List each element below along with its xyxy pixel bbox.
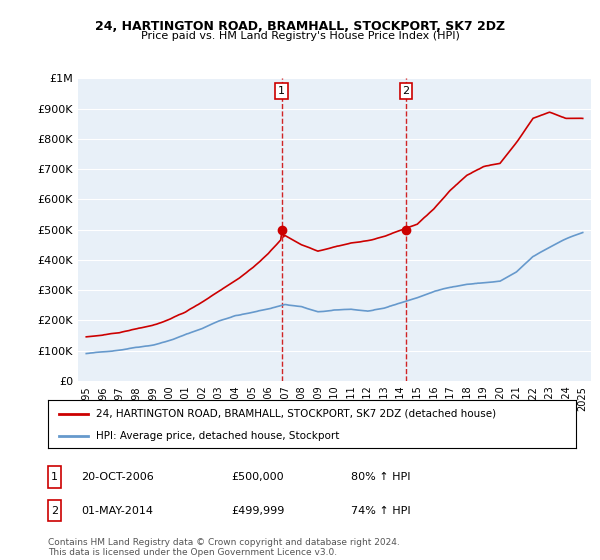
Text: 74% ↑ HPI: 74% ↑ HPI — [351, 506, 410, 516]
Text: Contains HM Land Registry data © Crown copyright and database right 2024.
This d: Contains HM Land Registry data © Crown c… — [48, 538, 400, 557]
Text: 20-OCT-2006: 20-OCT-2006 — [81, 472, 154, 482]
Text: Price paid vs. HM Land Registry's House Price Index (HPI): Price paid vs. HM Land Registry's House … — [140, 31, 460, 41]
Text: 24, HARTINGTON ROAD, BRAMHALL, STOCKPORT, SK7 2DZ (detached house): 24, HARTINGTON ROAD, BRAMHALL, STOCKPORT… — [95, 409, 496, 419]
Text: 1: 1 — [51, 472, 58, 482]
Text: £500,000: £500,000 — [231, 472, 284, 482]
Text: 01-MAY-2014: 01-MAY-2014 — [81, 506, 153, 516]
Text: 2: 2 — [403, 86, 410, 96]
Text: 80% ↑ HPI: 80% ↑ HPI — [351, 472, 410, 482]
Text: £499,999: £499,999 — [231, 506, 284, 516]
Text: 1: 1 — [278, 86, 285, 96]
Text: 24, HARTINGTON ROAD, BRAMHALL, STOCKPORT, SK7 2DZ: 24, HARTINGTON ROAD, BRAMHALL, STOCKPORT… — [95, 20, 505, 32]
Text: 2: 2 — [51, 506, 58, 516]
Text: HPI: Average price, detached house, Stockport: HPI: Average price, detached house, Stoc… — [95, 431, 339, 441]
